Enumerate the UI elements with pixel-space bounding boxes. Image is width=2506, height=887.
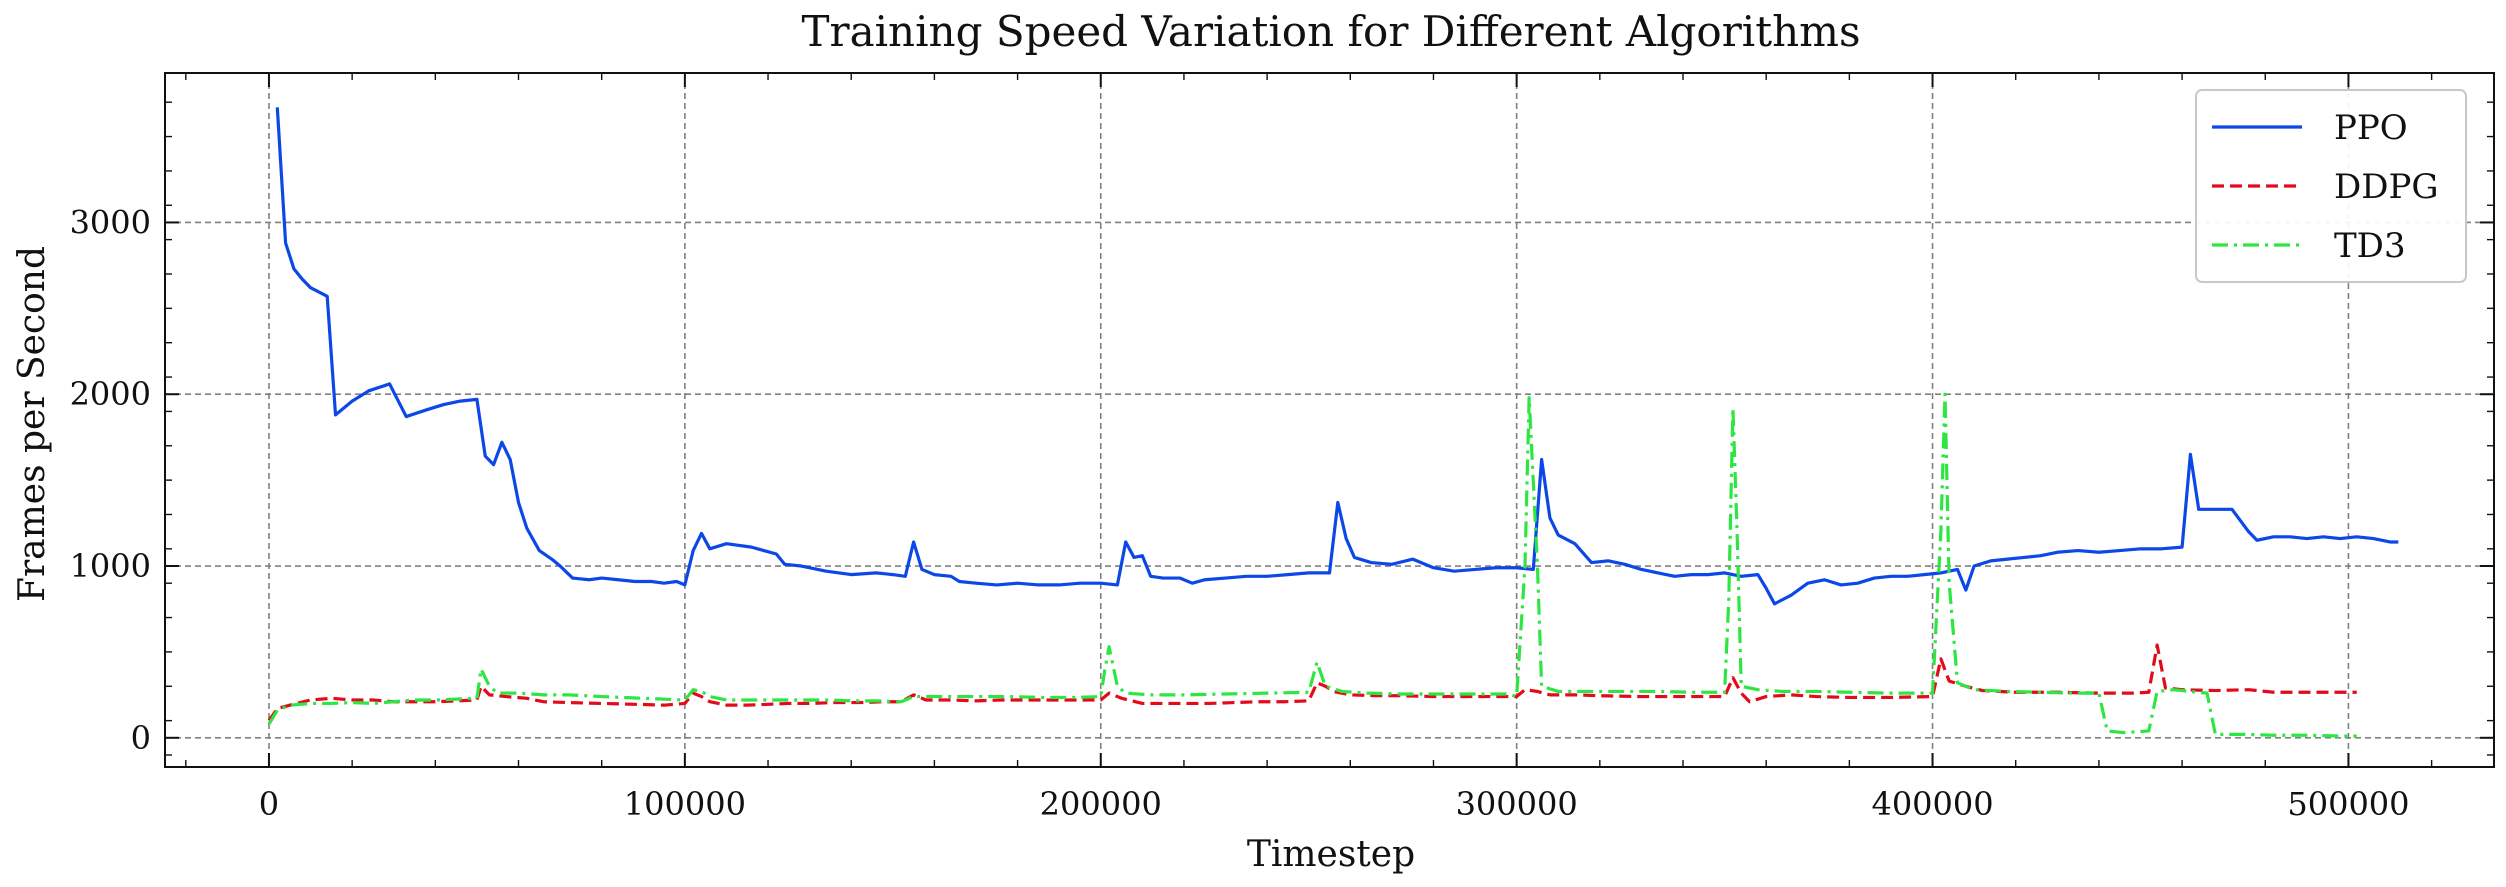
x-tick-label: 300000	[1456, 785, 1578, 823]
legend: PPO DDPG TD3	[2195, 89, 2467, 283]
chart-title: Training Speed Variation for Different A…	[801, 7, 1860, 56]
legend-label-ppo: PPO	[2334, 108, 2408, 148]
x-axis-title: Timestep	[1247, 834, 1415, 875]
y-tick-label: 2000	[70, 375, 151, 413]
legend-box	[2195, 89, 2467, 283]
legend-entries: PPO DDPG TD3	[2212, 108, 2439, 266]
x-tick-label: 500000	[2287, 785, 2409, 823]
x-tick-label: 400000	[1871, 785, 1993, 823]
y-tick-label: 0	[131, 719, 151, 757]
x-tick-label: 100000	[624, 785, 746, 823]
legend-label-td3: TD3	[2334, 226, 2406, 266]
series-line-td3	[267, 392, 2357, 738]
legend-label-ddpg: DDPG	[2334, 167, 2439, 207]
major-ticks	[165, 73, 2494, 767]
minor-ticks	[165, 73, 2494, 767]
y-axis-title: Frames per Second	[12, 246, 53, 602]
plot-frame	[164, 72, 2495, 768]
x-tick-label: 0	[259, 785, 279, 823]
y-tick-labels: 0 1000 2000 3000	[70, 203, 151, 756]
series-line-ppo	[275, 107, 2399, 606]
y-tick-label: 1000	[70, 547, 151, 585]
x-tick-label: 200000	[1040, 785, 1162, 823]
series-line-ddpg	[267, 643, 2357, 722]
grid	[165, 73, 2494, 767]
x-tick-labels: 0 100000 200000 300000 400000 500000	[259, 785, 2410, 823]
y-tick-label: 3000	[70, 203, 151, 241]
series-lines	[267, 107, 2399, 738]
